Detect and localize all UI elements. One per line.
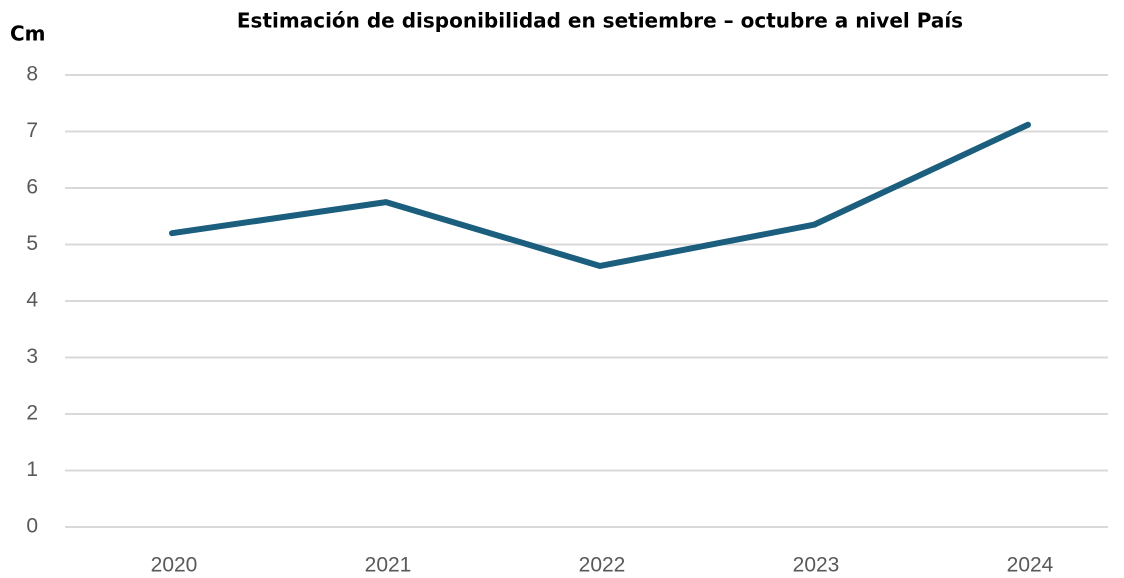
x-tick-label: 2023 [793,554,840,577]
chart-title: Estimación de disponibilidad en setiembr… [237,9,963,33]
x-tick-label: 2021 [365,554,412,577]
y-tick-label: 8 [26,63,38,86]
x-tick-label: 2024 [1007,554,1054,577]
y-tick-label: 4 [26,289,38,312]
y-tick-label: 5 [26,232,38,255]
x-tick-label: 2022 [579,554,626,577]
data-line [169,121,1031,269]
y-tick-label: 1 [26,458,38,481]
x-tick-label: 2020 [151,554,198,577]
y-tick-label: 7 [26,119,38,142]
y-tick-label: 2 [26,402,38,425]
y-axis-label: Cm [10,22,46,46]
y-tick-label: 0 [26,515,38,538]
y-tick-label: 3 [26,345,38,368]
y-tick-label: 6 [26,176,38,199]
